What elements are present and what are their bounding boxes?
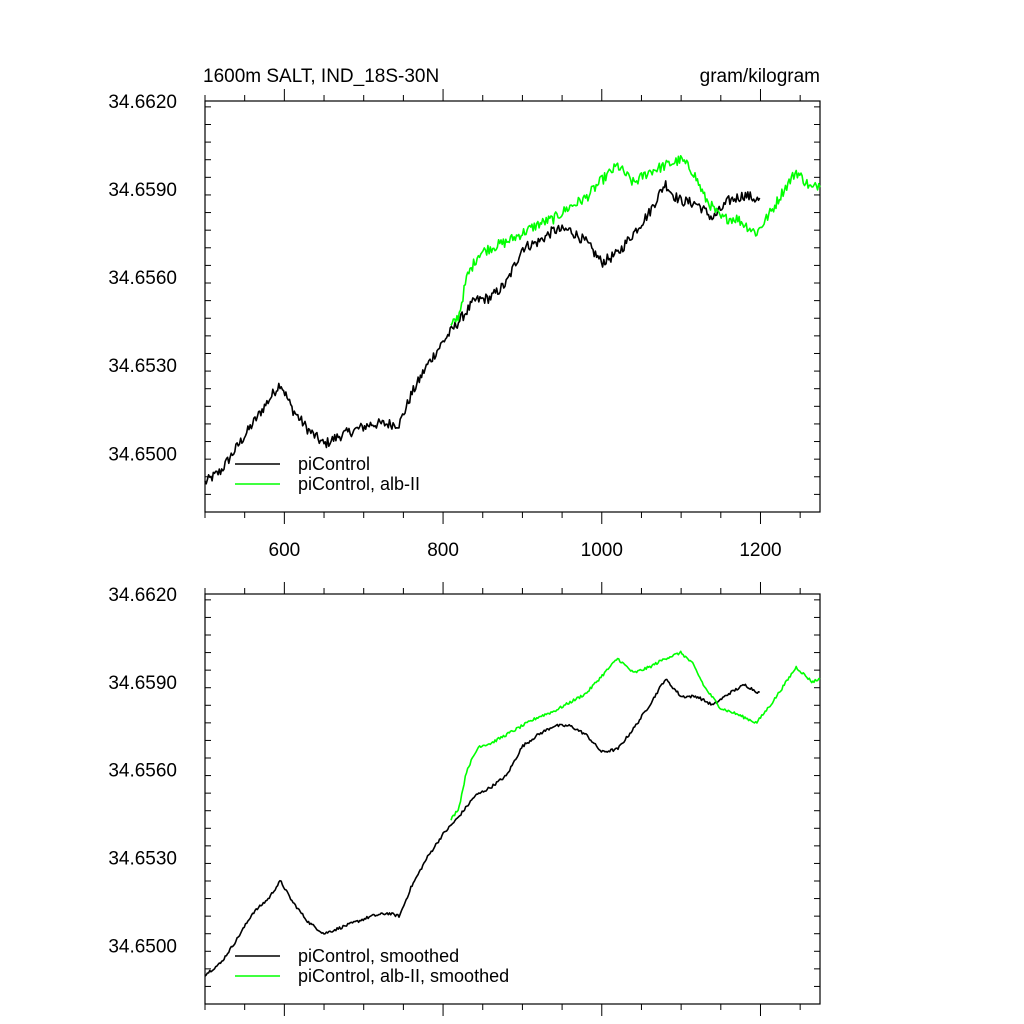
- y-tick-label: 34.6620: [108, 92, 177, 113]
- series-line: [450, 155, 821, 326]
- series-lines: [204, 155, 821, 485]
- units-label: gram/kilogram: [700, 66, 820, 87]
- y-tick-label: 34.6560: [108, 268, 177, 289]
- series-line: [450, 650, 821, 821]
- x-tick-label: 1000: [581, 540, 623, 561]
- x-tick-label: 1200: [739, 540, 781, 561]
- x-tick-label: 800: [427, 540, 459, 561]
- y-tick-label: 34.6620: [108, 585, 177, 606]
- y-tick-label: 34.6500: [108, 936, 177, 957]
- y-tick-label: 34.6500: [108, 444, 177, 465]
- series-lines: [204, 650, 821, 977]
- series-line: [204, 678, 760, 977]
- top-panel: 1600m SALT, IND_18S-30N gram/kilogram 34…: [108, 66, 821, 561]
- series-line: [204, 180, 761, 485]
- y-tick-label: 34.6530: [108, 849, 177, 870]
- x-tick-label: 600: [269, 540, 301, 561]
- legend-label: piControl, smoothed: [298, 946, 459, 966]
- y-tick-label: 34.6560: [108, 761, 177, 782]
- y-tick-label: 34.6530: [108, 356, 177, 377]
- y-tick-label: 34.6590: [108, 180, 177, 201]
- bottom-panel: 34.6500 34.6530 34.6560 34.6590 34.6620 piCo…: [108, 582, 821, 1016]
- tick-group: 34.6500 34.6530 34.6560 34.6590 34.6620: [108, 582, 820, 1016]
- chart-title: 1600m SALT, IND_18S-30N: [203, 66, 439, 87]
- legend-label: piControl, alb-II: [298, 474, 420, 494]
- tick-group: 34.6500 34.6530 34.6560 34.6590 34.6620 600 80…: [108, 89, 820, 561]
- legend-label: piControl: [298, 454, 370, 474]
- plot-frame: [204, 100, 821, 513]
- y-tick-label: 34.6590: [108, 673, 177, 694]
- plot-frame: [204, 593, 821, 1005]
- legend-label: piControl, alb-II, smoothed: [298, 966, 509, 986]
